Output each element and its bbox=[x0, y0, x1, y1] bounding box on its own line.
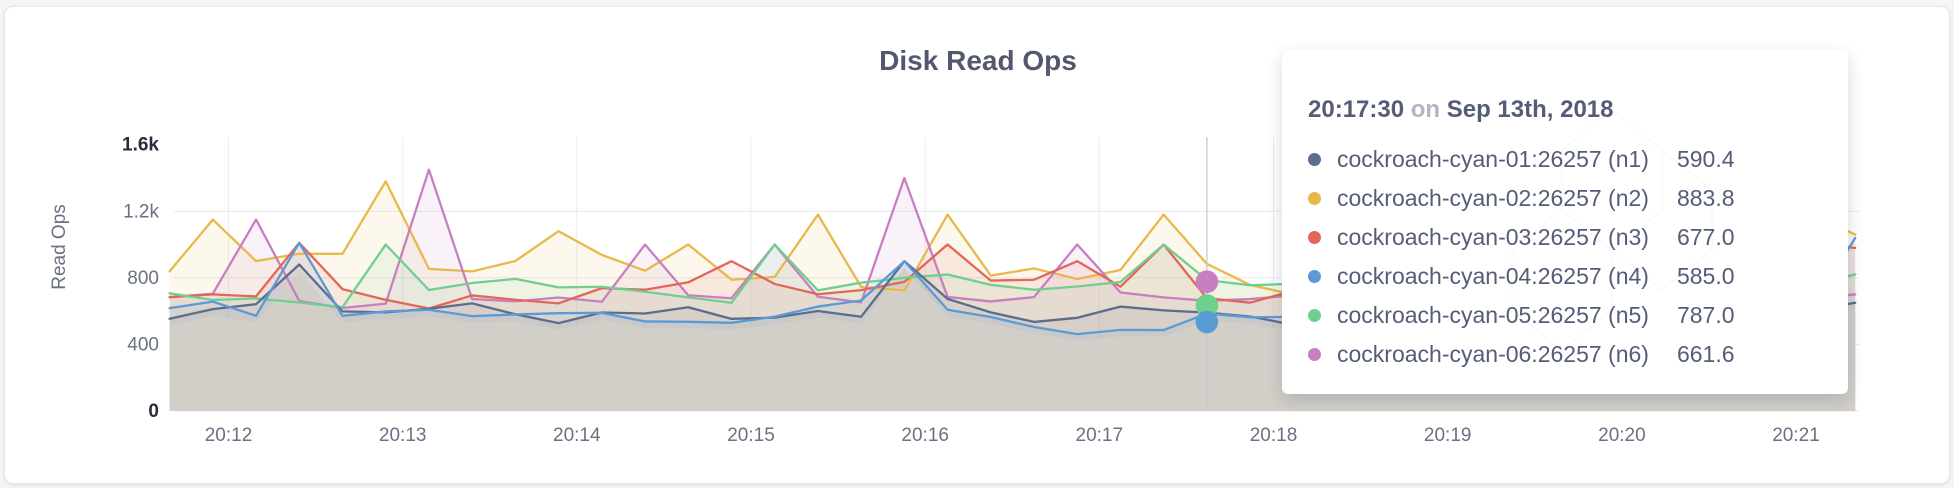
svg-text:800: 800 bbox=[127, 268, 159, 289]
svg-text:20:18: 20:18 bbox=[1250, 425, 1298, 446]
svg-text:20:13: 20:13 bbox=[379, 425, 427, 446]
svg-text:20:17: 20:17 bbox=[1076, 425, 1124, 446]
svg-text:20:19: 20:19 bbox=[1424, 425, 1472, 446]
svg-text:20:12: 20:12 bbox=[205, 425, 253, 446]
svg-text:20:20: 20:20 bbox=[1598, 425, 1646, 446]
svg-text:1.6k: 1.6k bbox=[122, 135, 159, 156]
svg-text:0: 0 bbox=[148, 401, 159, 422]
svg-text:20:21: 20:21 bbox=[1772, 425, 1820, 446]
svg-text:1.2k: 1.2k bbox=[123, 201, 159, 222]
svg-text:20:14: 20:14 bbox=[553, 425, 601, 446]
svg-text:20:16: 20:16 bbox=[901, 425, 949, 446]
svg-text:20:15: 20:15 bbox=[727, 425, 775, 446]
svg-text:400: 400 bbox=[127, 334, 159, 355]
